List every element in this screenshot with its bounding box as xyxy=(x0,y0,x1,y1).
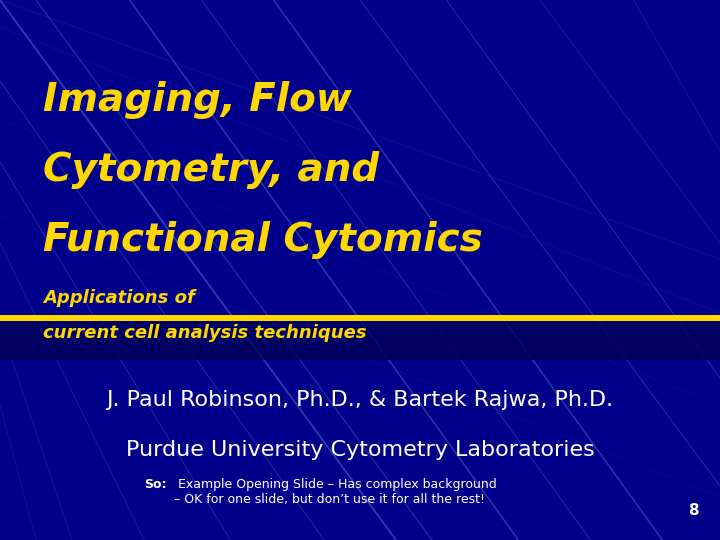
Text: Example Opening Slide – Has complex background
– OK for one slide, but don’t use: Example Opening Slide – Has complex back… xyxy=(174,478,497,506)
Bar xyxy=(0,315,720,321)
Text: Applications of: Applications of xyxy=(43,289,195,307)
Text: Purdue University Cytometry Laboratories: Purdue University Cytometry Laboratories xyxy=(125,440,595,460)
Text: current cell analysis techniques: current cell analysis techniques xyxy=(43,324,366,342)
Text: 8: 8 xyxy=(688,503,698,518)
Text: Imaging, Flow: Imaging, Flow xyxy=(43,81,352,119)
Text: Cytometry, and: Cytometry, and xyxy=(43,151,379,189)
Bar xyxy=(0,321,720,360)
Text: So:: So: xyxy=(144,478,166,491)
Text: J. Paul Robinson, Ph.D., & Bartek Rajwa, Ph.D.: J. Paul Robinson, Ph.D., & Bartek Rajwa,… xyxy=(107,390,613,410)
Text: Functional Cytomics: Functional Cytomics xyxy=(43,221,483,259)
